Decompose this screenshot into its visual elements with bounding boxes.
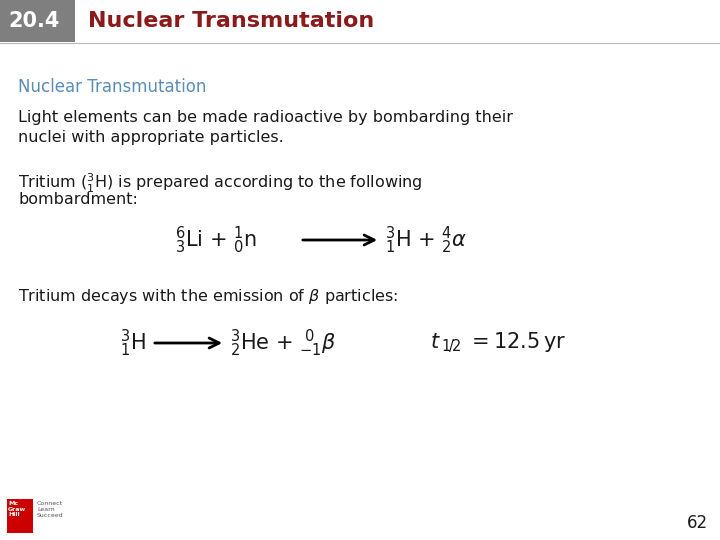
Text: $\mathregular{^3_1}$H: $\mathregular{^3_1}$H: [120, 327, 145, 359]
Text: Tritium ($\mathregular{^3_1}$H) is prepared according to the following: Tritium ($\mathregular{^3_1}$H) is prepa…: [18, 172, 423, 195]
Text: 20.4: 20.4: [8, 11, 59, 31]
Text: $\mathregular{^6_3}$Li $+$ $\mathregular{^1_0}$n: $\mathregular{^6_3}$Li $+$ $\mathregular…: [175, 225, 257, 255]
Text: 62: 62: [687, 514, 708, 532]
Text: Nuclear Transmutation: Nuclear Transmutation: [88, 11, 374, 31]
FancyBboxPatch shape: [7, 499, 33, 533]
Text: $t\,_{1\!/\!2}$ $= 12.5\,\mathrm{yr}$: $t\,_{1\!/\!2}$ $= 12.5\,\mathrm{yr}$: [430, 331, 566, 355]
Text: Light elements can be made radioactive by bombarding their: Light elements can be made radioactive b…: [18, 110, 513, 125]
FancyBboxPatch shape: [0, 0, 75, 42]
Text: Mc
Graw
Hill: Mc Graw Hill: [8, 501, 26, 517]
Text: $\mathregular{^3_2}$He $+$ $\mathregular{^{\ 0}_{-1}}\beta$: $\mathregular{^3_2}$He $+$ $\mathregular…: [230, 327, 336, 359]
Text: Tritium decays with the emission of $\beta$ particles:: Tritium decays with the emission of $\be…: [18, 287, 398, 306]
Text: Nuclear Transmutation: Nuclear Transmutation: [18, 78, 207, 96]
Text: Connect
Learn
Succeed: Connect Learn Succeed: [37, 501, 63, 518]
Text: nuclei with appropriate particles.: nuclei with appropriate particles.: [18, 130, 284, 145]
Text: bombardment:: bombardment:: [18, 192, 138, 207]
Text: $\mathregular{^3_1}$H $+$ $\mathregular{^4_2}\alpha$: $\mathregular{^3_1}$H $+$ $\mathregular{…: [385, 225, 467, 255]
